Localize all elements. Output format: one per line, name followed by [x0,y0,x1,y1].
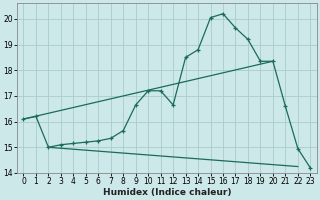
X-axis label: Humidex (Indice chaleur): Humidex (Indice chaleur) [103,188,231,197]
